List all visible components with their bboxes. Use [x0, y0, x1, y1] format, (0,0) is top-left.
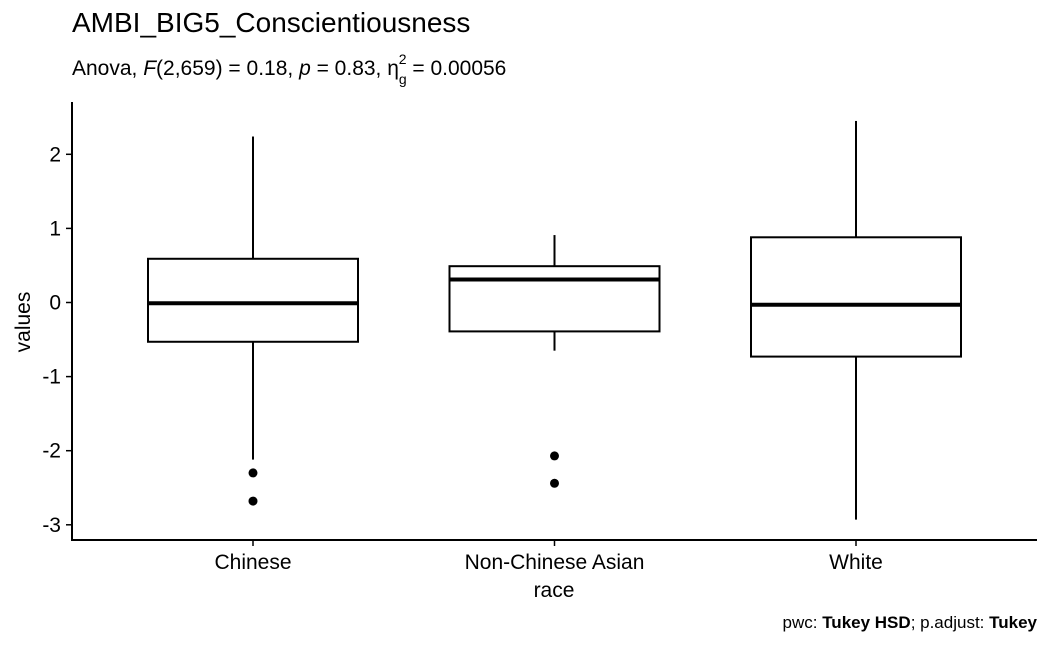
outlier-point [248, 468, 258, 478]
y-tick-label: 2 [49, 143, 61, 166]
box [750, 236, 962, 358]
y-tick-label: -1 [42, 366, 61, 389]
outlier-point [248, 496, 258, 506]
chart-subtitle: Anova, F(2,659) = 0.18, p = 0.83, ηg2 = … [72, 51, 506, 87]
y-tick-label: 1 [49, 217, 61, 240]
y-tick-label: -3 [42, 514, 61, 537]
caption: pwc: Tukey HSD; p.adjust: Tukey [783, 613, 1038, 632]
plot-area: 2 1 0 -1 -2 -3 Chinese Non-Chinese Asian White [42, 102, 1037, 574]
x-tick-label: White [829, 551, 883, 574]
y-axis-title: values [12, 292, 35, 353]
y-tick-label: 0 [49, 292, 61, 315]
box [448, 265, 661, 333]
y-tick-label: -2 [42, 440, 61, 463]
chart-title: AMBI_BIG5_Conscientiousness [72, 7, 470, 38]
x-tick-label: Chinese [214, 551, 291, 574]
x-axis-title: race [534, 579, 575, 602]
box [147, 257, 359, 343]
x-tick-label: Non-Chinese Asian [465, 551, 645, 574]
outlier-point [550, 478, 559, 488]
outlier-point [550, 451, 559, 461]
